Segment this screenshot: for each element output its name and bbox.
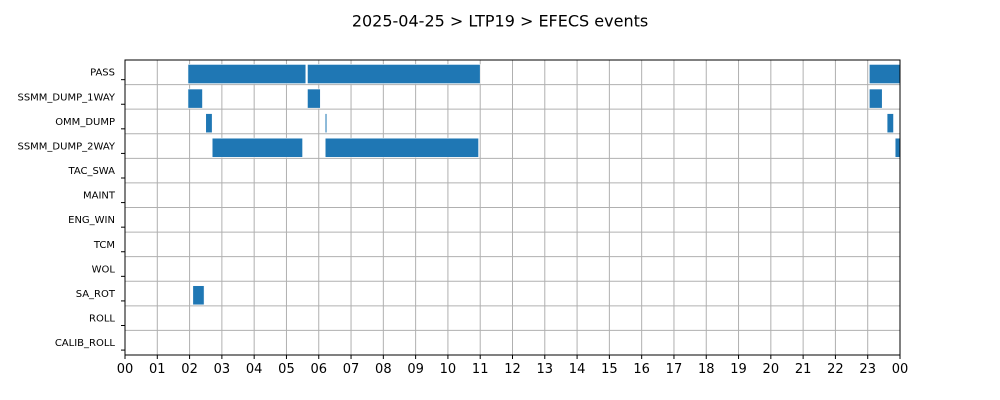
x-tick-label: 02 — [181, 362, 198, 377]
x-tick-label: 23 — [859, 362, 876, 377]
y-tick-label: ENG_WIN — [68, 215, 115, 226]
axis-layer: 00 01 02 03 04 05 06 07 08 09 10 11 12 13 14 15 16 17 18 19… — [17, 68, 908, 377]
event-bar-ssmm-dump-1way — [307, 88, 321, 109]
x-tick-label: 09 — [407, 362, 424, 377]
x-tick-label: 08 — [375, 362, 392, 377]
event-bar-omm-dump — [205, 113, 213, 134]
y-tick-label: PASS — [90, 68, 115, 79]
x-tick-label: 03 — [214, 362, 231, 377]
x-tick-label: 01 — [149, 362, 166, 377]
y-tick-label: SA_ROT — [76, 289, 116, 300]
event-bar-ssmm-dump-2way — [324, 137, 479, 158]
x-tick-label: 18 — [698, 362, 715, 377]
x-tick-label: 17 — [666, 362, 683, 377]
event-bar-pass — [187, 64, 307, 84]
chart-title: 2025-04-25 > LTP19 > EFECS events — [352, 12, 648, 31]
event-bar-omm-dump — [324, 113, 328, 134]
y-tick-label: ROLL — [89, 314, 115, 325]
x-tick-label: 05 — [278, 362, 295, 377]
event-bar-ssmm-dump-1way — [869, 88, 883, 109]
event-bar-sa-rot — [192, 285, 205, 306]
event-bar-pass — [869, 64, 901, 84]
event-bar-ssmm-dump-2way — [894, 137, 901, 158]
x-tick-label: 21 — [795, 362, 812, 377]
event-bar-pass — [307, 64, 481, 84]
y-tick-label: TCM — [93, 240, 115, 251]
x-tick-label: 10 — [440, 362, 457, 377]
y-tick-label: MAINT — [83, 191, 116, 202]
x-tick-label: 12 — [504, 362, 521, 377]
x-tick-label: 07 — [343, 362, 360, 377]
y-tick-label: SSMM_DUMP_1WAY — [17, 92, 115, 103]
grid-layer — [124, 60, 901, 356]
x-tick-label: 06 — [310, 362, 327, 377]
event-bar-ssmm-dump-2way — [211, 137, 303, 158]
event-bar-omm-dump — [886, 113, 894, 134]
y-tick-label: WOL — [92, 264, 116, 275]
y-tick-label: SSMM_DUMP_2WAY — [17, 141, 115, 152]
event-bar-ssmm-dump-1way — [187, 88, 203, 109]
x-tick-label: 19 — [730, 362, 747, 377]
x-tick-label: 00 — [892, 362, 909, 377]
x-tick-label: 14 — [569, 362, 586, 377]
x-tick-label: 16 — [633, 362, 650, 377]
y-tick-label: TAC_SWA — [67, 166, 115, 177]
x-tick-label: 15 — [601, 362, 618, 377]
x-tick-label: 00 — [117, 362, 134, 377]
x-tick-label: 22 — [827, 362, 844, 377]
bars-layer — [187, 64, 901, 306]
x-tick-label: 04 — [246, 362, 263, 377]
x-tick-label: 11 — [472, 362, 489, 377]
y-tick-label: OMM_DUMP — [55, 117, 115, 128]
x-tick-label: 20 — [763, 362, 780, 377]
y-tick-label: CALIB_ROLL — [55, 338, 116, 349]
x-tick-label: 13 — [537, 362, 554, 377]
